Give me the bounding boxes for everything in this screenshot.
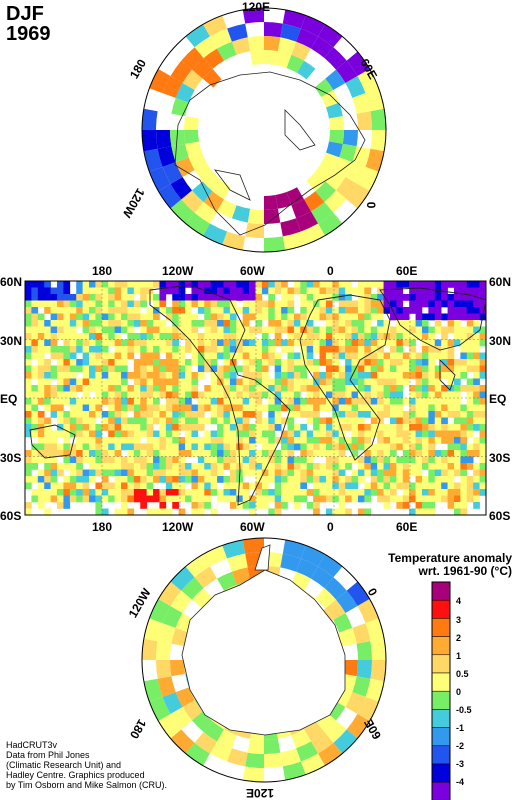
legend-label-minus-0-5: -0.5 <box>456 705 472 715</box>
lon-bottom-60w: 60W <box>240 520 265 534</box>
season-label: DJF <box>6 3 44 25</box>
legend-title: Temperature anomaly wrt. 1961-90 (°C) <box>356 552 512 578</box>
lat-right-60n: 60N <box>489 275 512 289</box>
legend-label-1: 1 <box>456 651 462 661</box>
lon-bottom-60e: 60E <box>396 520 418 534</box>
antarctic-polar-map <box>141 537 387 783</box>
legend-label-4: 4 <box>456 596 462 606</box>
lon-top-60w: 60W <box>240 264 265 278</box>
credit-line5: by Tim Osborn and Mike Salmon (CRU). <box>6 780 168 790</box>
global-anomaly-map <box>24 280 487 516</box>
legend-label-minus-3: -3 <box>456 759 465 769</box>
legend-label-0: 0 <box>456 687 462 697</box>
credit-text: HadCRUT3v Data from Phil Jones (Climatic… <box>6 740 167 790</box>
arctic-label-0: 0 <box>364 201 379 209</box>
legend-title-line2: wrt. 1961-90 (°C) <box>418 564 512 578</box>
legend-label-3: 3 <box>456 615 462 625</box>
legend-label-2: 2 <box>456 633 462 643</box>
lat-right-eq: EQ <box>489 392 507 406</box>
antarctic-label-120e: 120E <box>246 786 275 800</box>
lat-right-30s: 30S <box>489 451 511 465</box>
lon-top-0: 0 <box>327 264 334 278</box>
legend-label-minus-2: -2 <box>456 741 465 751</box>
lon-top-60e: 60E <box>396 264 418 278</box>
lon-top-180: 180 <box>92 264 113 278</box>
lat-right-30n: 30N <box>489 334 512 348</box>
credit-line1: HadCRUT3v <box>6 740 58 750</box>
map-title: DJF 1969 <box>6 4 51 44</box>
credit-line3: (Climatic Research Unit) and <box>6 760 122 770</box>
year-label: 1969 <box>6 23 51 45</box>
legend-label-0-5: 0.5 <box>456 669 469 679</box>
arctic-label-120e: 120E <box>242 0 271 14</box>
legend-label-minus-4: -4 <box>456 777 465 787</box>
lat-left-30n: 30N <box>0 334 23 348</box>
legend-label-minus-1: -1 <box>456 723 465 733</box>
lat-left-60s: 60S <box>0 509 22 523</box>
legend-title-line1: Temperature anomaly <box>388 551 512 565</box>
lon-top-120w: 120W <box>162 264 194 278</box>
lat-left-60n: 60N <box>0 275 23 289</box>
lon-bottom-0: 0 <box>327 520 334 534</box>
credit-line2: Data from Phil Jones <box>6 750 90 760</box>
lat-left-30s: 30S <box>0 451 22 465</box>
arctic-polar-map <box>141 7 387 253</box>
legend-colorbar <box>431 581 451 800</box>
credit-line4: Hadley Centre. Graphics produced <box>6 770 145 780</box>
lat-right-60s: 60S <box>489 509 511 523</box>
lat-left-eq: EQ <box>0 392 18 406</box>
lon-bottom-180: 180 <box>92 520 113 534</box>
lon-bottom-120w: 120W <box>162 520 194 534</box>
